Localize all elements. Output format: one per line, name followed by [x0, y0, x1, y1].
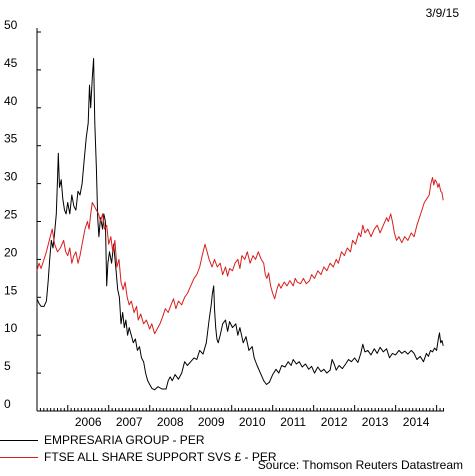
- x-tick-label: 2014: [403, 415, 430, 429]
- y-tick-label: 45: [4, 56, 18, 70]
- y-tick-label: 30: [4, 170, 18, 184]
- y-tick-label: 0: [4, 397, 11, 411]
- x-tick-label: 2007: [116, 415, 143, 429]
- y-tick-label: 15: [4, 283, 18, 297]
- legend-item-ftse: FTSE ALL SHARE SUPPORT SVS £ - PER: [0, 449, 277, 466]
- legend-swatch-black: [0, 440, 38, 441]
- series-line-ftse: [36, 177, 444, 335]
- y-tick-label: 50: [4, 18, 18, 32]
- y-tick-label: 20: [4, 245, 18, 259]
- x-tick-label: 2013: [362, 415, 389, 429]
- y-tick-label: 10: [4, 321, 18, 335]
- x-tick-label: 2006: [75, 415, 102, 429]
- date-label: 3/9/15: [425, 6, 459, 20]
- chart: 0 5 10 15 20 25 30 35 40 45 50 2006 2007 2008 2009 201…: [4, 18, 444, 429]
- x-tick-label: 2011: [280, 415, 306, 429]
- x-tick-label: 2008: [157, 415, 184, 429]
- legend-label-ftse: FTSE ALL SHARE SUPPORT SVS £ - PER: [44, 450, 277, 464]
- x-axis: 2006 2007 2008 2009 2010 2011 2012 2013 2014: [36, 405, 444, 429]
- x-tick-label: 2010: [239, 415, 266, 429]
- series-line-empresaria: [36, 58, 444, 391]
- legend-item-empresaria: EMPRESARIA GROUP - PER: [0, 432, 277, 449]
- y-tick-label: 5: [4, 359, 11, 373]
- y-tick-label: 35: [4, 132, 18, 146]
- x-tick-label: 2009: [198, 415, 225, 429]
- legend-swatch-red: [0, 457, 38, 458]
- source-note: Source: Thomson Reuters Datastream: [257, 458, 463, 472]
- y-axis: 0 5 10 15 20 25 30 35 40 45 50: [4, 18, 41, 412]
- legend-label-empresaria: EMPRESARIA GROUP - PER: [44, 433, 205, 447]
- y-tick-label: 25: [4, 208, 18, 222]
- legend: EMPRESARIA GROUP - PER FTSE ALL SHARE SU…: [0, 432, 277, 466]
- y-tick-label: 40: [4, 94, 18, 108]
- series-layer: [36, 58, 444, 391]
- x-tick-label: 2012: [321, 415, 348, 429]
